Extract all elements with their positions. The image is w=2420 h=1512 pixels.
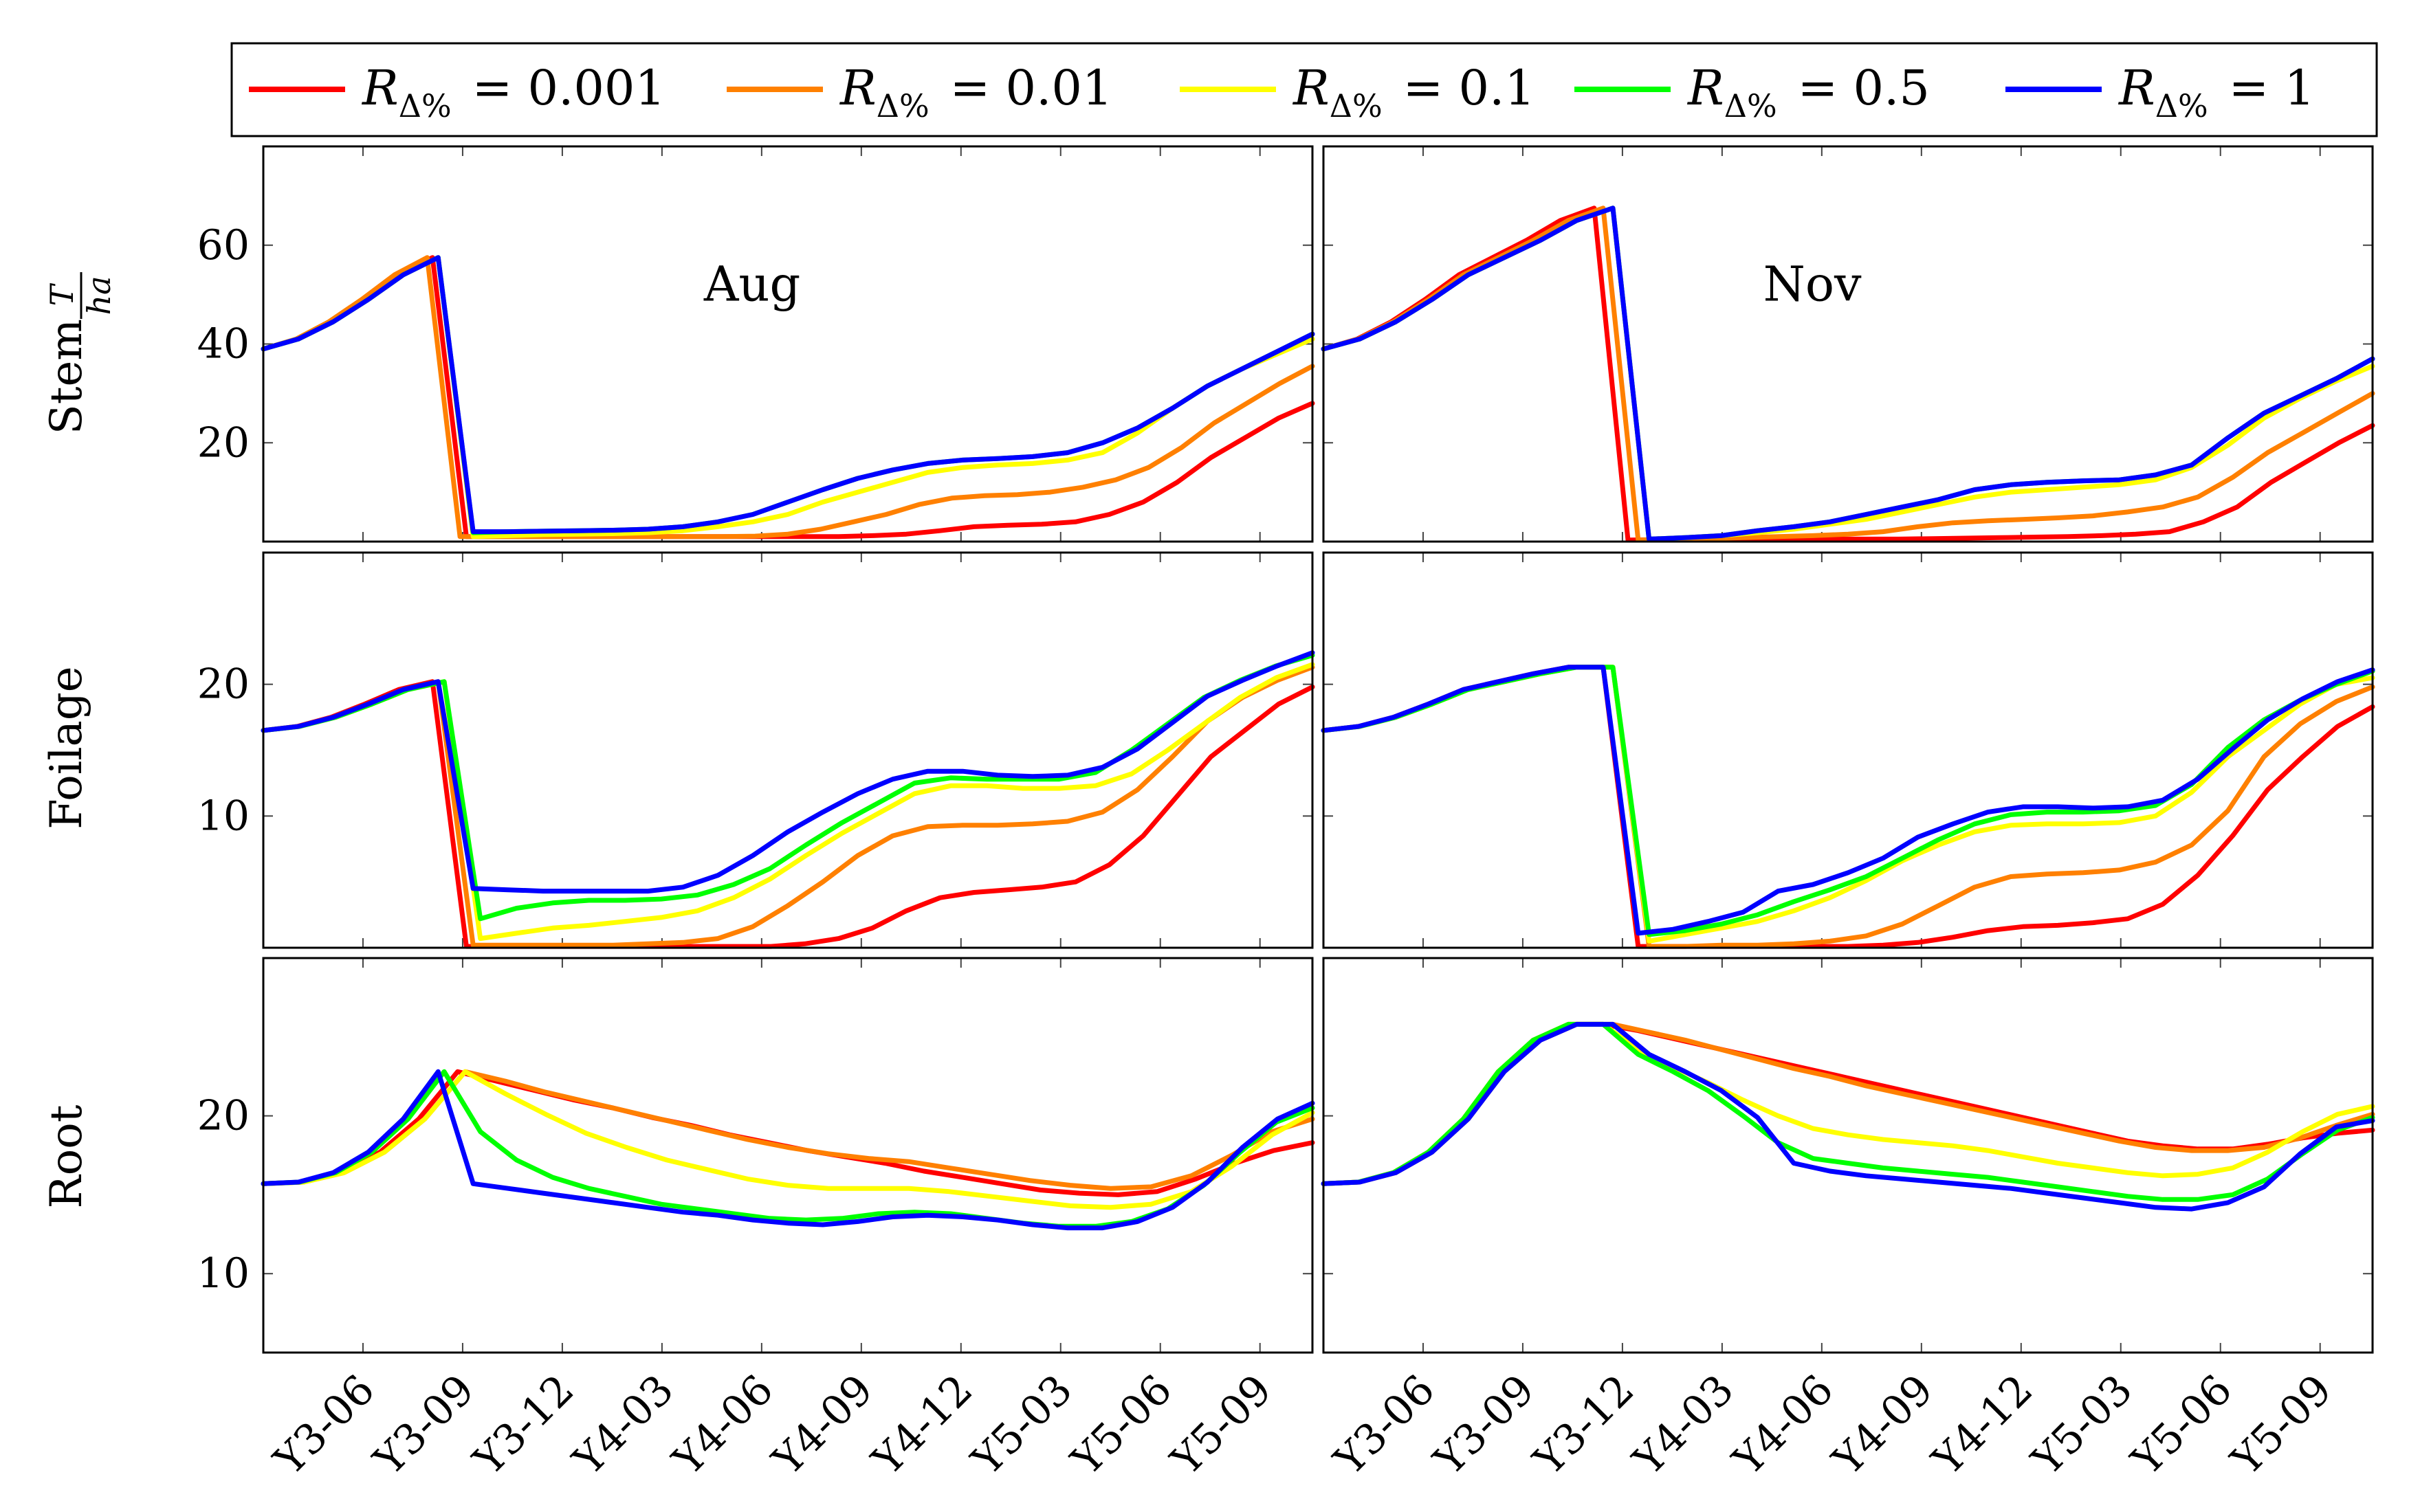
series-line bbox=[1321, 665, 2375, 949]
series-line bbox=[1321, 665, 2375, 949]
x-tick-label: Y4-03 bbox=[1624, 1366, 1744, 1485]
legend-label: RΔ% = 0.001 bbox=[361, 60, 666, 124]
series-line bbox=[1321, 205, 2375, 543]
x-tick-label: Y5-09 bbox=[2222, 1366, 2342, 1485]
x-tick-label: Y4-06 bbox=[1724, 1366, 1843, 1485]
panel-foliage-nov bbox=[1321, 551, 2375, 949]
panel-annotation: Nov bbox=[1763, 256, 1862, 312]
row-label-foilage-text: Foilage bbox=[41, 666, 92, 829]
legend-label: RΔ% = 1 bbox=[2118, 60, 2315, 124]
x-tick-label: Y4-12 bbox=[1923, 1366, 2043, 1485]
x-tick-label: Y3-12 bbox=[1524, 1366, 1644, 1485]
y-tick-label: 10 bbox=[197, 1249, 250, 1298]
series-line bbox=[1321, 1021, 2375, 1202]
y-tick-label: 40 bbox=[197, 320, 250, 368]
series-line bbox=[261, 255, 1315, 540]
y-tick-label: 20 bbox=[197, 419, 250, 467]
stem-unit-numerator: T bbox=[43, 282, 80, 306]
plot-frame bbox=[1322, 957, 2374, 1354]
series-line bbox=[261, 650, 1315, 894]
plot-frame bbox=[1322, 145, 2374, 543]
series-line bbox=[1321, 1021, 2375, 1212]
x-tick-label: Y4-12 bbox=[863, 1366, 982, 1485]
plot-frame bbox=[262, 551, 1314, 949]
series-line bbox=[261, 665, 1315, 948]
legend-label: RΔ% = 0.1 bbox=[1292, 60, 1535, 124]
x-tick-label: Y5-06 bbox=[2122, 1366, 2242, 1485]
series-line bbox=[261, 653, 1315, 922]
panel-root-aug: 10 20 bbox=[197, 957, 1315, 1354]
y-tick-label: 20 bbox=[197, 660, 250, 709]
y-tick-label: 10 bbox=[197, 792, 250, 840]
x-tick-label: Y4-09 bbox=[1823, 1366, 1943, 1485]
series-line bbox=[1321, 665, 2375, 937]
y-tick-label: 20 bbox=[197, 1092, 250, 1140]
row-label-stem: Stem bbox=[41, 319, 92, 434]
panel-stem-aug: 20 40 60 Aug bbox=[197, 145, 1315, 543]
legend-label: RΔ% = 0.5 bbox=[1686, 60, 1930, 124]
legend-label: RΔ% = 0.01 bbox=[839, 60, 1112, 124]
series-line bbox=[1321, 205, 2375, 542]
x-tick-label: Y5-09 bbox=[1162, 1366, 1282, 1485]
series-line bbox=[261, 1069, 1315, 1210]
series-line bbox=[261, 255, 1315, 540]
x-tick-label: Y4-06 bbox=[663, 1366, 783, 1485]
plot-frame bbox=[262, 145, 1314, 543]
series-line bbox=[1321, 665, 2375, 936]
series-line bbox=[1321, 205, 2375, 543]
legend-entry: RΔ% = 0.5 bbox=[1574, 60, 1930, 124]
series-line bbox=[261, 1069, 1315, 1197]
y-tick-label: 60 bbox=[197, 221, 250, 269]
legend-entry: RΔ% = 1 bbox=[2005, 60, 2315, 124]
row-label-root: Root bbox=[41, 1104, 92, 1208]
series-line bbox=[261, 1069, 1315, 1191]
series-line bbox=[1321, 665, 2375, 944]
row-label-stem-text: Stem bbox=[41, 319, 92, 434]
x-tick-label: Y3-12 bbox=[464, 1366, 584, 1485]
row-label-foilage: Foilage bbox=[41, 666, 92, 829]
legend: RΔ% = 0.001 RΔ% = 0.01 RΔ% = 0.1 RΔ% = 0.5 RΔ% = … bbox=[230, 42, 2378, 137]
x-tick-label: Y3-09 bbox=[1424, 1366, 1544, 1485]
x-tick-label: Y3-06 bbox=[265, 1366, 384, 1485]
legend-entry: RΔ% = 0.001 bbox=[249, 60, 666, 124]
panel-root-nov bbox=[1321, 957, 2375, 1354]
x-tick-label: Y3-06 bbox=[1325, 1366, 1444, 1485]
series-line bbox=[261, 1069, 1315, 1231]
x-tick-label: Y3-09 bbox=[364, 1366, 484, 1485]
series-line bbox=[261, 662, 1315, 942]
x-tick-label: Y5-03 bbox=[2023, 1366, 2142, 1485]
panel-foliage-aug: 10 20 bbox=[197, 551, 1315, 949]
plot-frame bbox=[262, 957, 1314, 1354]
panel-stem-nov: Nov bbox=[1321, 145, 2375, 543]
x-tick-label: Y5-06 bbox=[1062, 1366, 1182, 1485]
stem-unit-denominator: ha bbox=[80, 276, 118, 315]
legend-entry: RΔ% = 0.1 bbox=[1180, 60, 1535, 124]
legend-entry: RΔ% = 0.01 bbox=[727, 60, 1112, 124]
panel-annotation: Aug bbox=[703, 256, 800, 312]
row-label-root-text: Root bbox=[41, 1104, 92, 1208]
x-tick-label: Y5-03 bbox=[962, 1366, 1082, 1485]
stem-unit: T ha bbox=[43, 272, 118, 319]
x-tick-label: Y4-09 bbox=[763, 1366, 883, 1485]
x-tick-label: Y4-03 bbox=[564, 1366, 683, 1485]
series-line bbox=[261, 679, 1315, 949]
plot-frame bbox=[1322, 551, 2374, 949]
series-line bbox=[261, 255, 1315, 535]
